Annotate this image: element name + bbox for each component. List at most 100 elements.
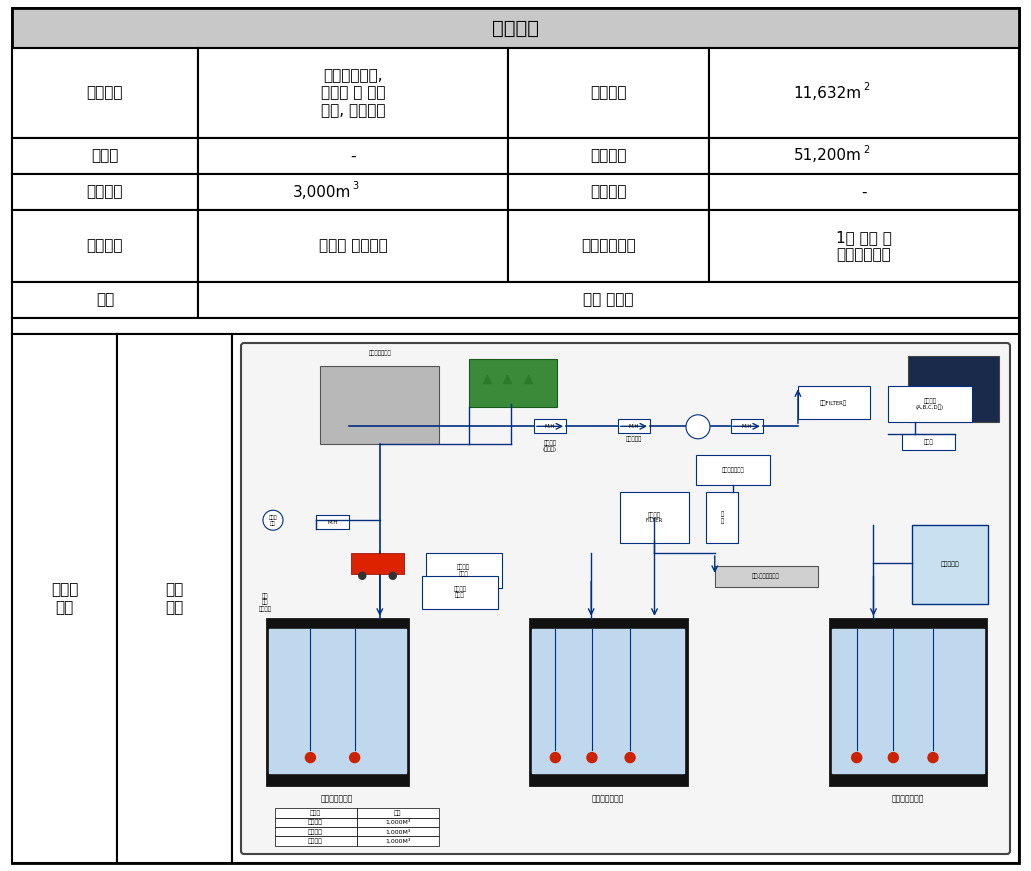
Bar bbox=[357, 836, 438, 846]
Bar bbox=[274, 827, 357, 836]
Bar bbox=[198, 138, 508, 174]
Bar bbox=[12, 48, 198, 138]
Text: 유량,수질측정장치: 유량,수질측정장치 bbox=[752, 573, 779, 579]
Text: 용량: 용량 bbox=[394, 810, 401, 815]
Bar bbox=[269, 629, 406, 773]
Bar bbox=[618, 419, 650, 434]
Text: 빗물FILTER실: 빗물FILTER실 bbox=[821, 401, 847, 406]
Bar bbox=[534, 419, 566, 434]
Text: 1,000M³: 1,000M³ bbox=[385, 829, 410, 834]
Text: -: - bbox=[351, 148, 356, 164]
Bar bbox=[422, 576, 498, 609]
Text: 3: 3 bbox=[352, 181, 358, 191]
Text: 시스템
구성: 시스템 구성 bbox=[51, 583, 78, 615]
Text: 부우관거
(단지내): 부우관거 (단지내) bbox=[543, 440, 557, 452]
Bar bbox=[12, 210, 198, 282]
Text: 51,200m: 51,200m bbox=[794, 148, 862, 164]
Bar bbox=[317, 515, 348, 530]
Text: -: - bbox=[861, 185, 867, 199]
Bar bbox=[321, 366, 438, 444]
Bar bbox=[198, 282, 1019, 318]
Text: 시우수
관거: 시우수 관거 bbox=[269, 515, 277, 525]
Text: 시설개요: 시설개요 bbox=[492, 18, 539, 37]
Text: 보급수원: 보급수원 bbox=[590, 185, 627, 199]
Text: 탁
도: 탁 도 bbox=[721, 511, 724, 523]
Bar bbox=[198, 48, 508, 138]
Text: 저장조: 저장조 bbox=[310, 810, 321, 815]
Bar bbox=[274, 836, 357, 846]
Bar bbox=[274, 808, 357, 818]
Text: 2: 2 bbox=[863, 145, 869, 155]
Text: 도시홍수저감,
화장실 및 청소
용수, 비상용수: 도시홍수저감, 화장실 및 청소 용수, 비상용수 bbox=[321, 68, 386, 118]
Text: M.H: M.H bbox=[741, 424, 752, 429]
Circle shape bbox=[852, 753, 862, 763]
Text: 비상용수저장조: 비상용수저장조 bbox=[722, 467, 744, 473]
Bar bbox=[888, 387, 972, 422]
Bar bbox=[911, 525, 988, 604]
Text: 활성탄연업시설: 활성탄연업시설 bbox=[368, 351, 391, 356]
Bar bbox=[709, 174, 1019, 210]
Text: 1,000M³: 1,000M³ bbox=[385, 820, 410, 825]
Bar bbox=[12, 318, 1019, 334]
Text: 위치: 위치 bbox=[96, 293, 114, 307]
Text: 재수
또는
옥상빗물: 재수 또는 옥상빗물 bbox=[259, 593, 272, 611]
Bar bbox=[908, 356, 999, 422]
Bar bbox=[532, 629, 685, 773]
Text: 2: 2 bbox=[863, 82, 869, 92]
Bar bbox=[117, 334, 232, 863]
Bar bbox=[232, 334, 1019, 863]
Text: 빗물처리
FILTER: 빗물처리 FILTER bbox=[645, 512, 663, 523]
Text: 초기빗물
저장조: 초기빗물 저장조 bbox=[457, 564, 470, 577]
Text: 대치빗물저장조: 대치빗물저장조 bbox=[592, 794, 624, 803]
Bar bbox=[706, 492, 738, 543]
Bar bbox=[198, 210, 508, 282]
Bar bbox=[351, 553, 404, 574]
Text: M.H: M.H bbox=[629, 424, 639, 429]
Circle shape bbox=[359, 572, 366, 579]
Bar bbox=[12, 334, 117, 863]
Bar bbox=[508, 174, 709, 210]
Bar bbox=[830, 618, 987, 786]
Text: 연면적: 연면적 bbox=[91, 148, 119, 164]
FancyBboxPatch shape bbox=[241, 343, 1010, 854]
Bar bbox=[357, 818, 438, 827]
Circle shape bbox=[625, 753, 635, 763]
Circle shape bbox=[305, 753, 315, 763]
Bar bbox=[508, 138, 709, 174]
Text: 시우즈: 시우즈 bbox=[924, 439, 933, 445]
Text: 비상용수저장조: 비상용수저장조 bbox=[321, 794, 354, 803]
Text: 금속막 처리장치: 금속막 처리장치 bbox=[319, 239, 388, 253]
Text: 1차 침전 후
초기우수처리: 1차 침전 후 초기우수처리 bbox=[836, 230, 892, 262]
Text: 주요
공정: 주요 공정 bbox=[165, 583, 184, 615]
Circle shape bbox=[686, 415, 710, 439]
Bar bbox=[469, 359, 557, 407]
Text: M.H: M.H bbox=[327, 520, 338, 524]
Text: 건축면적: 건축면적 bbox=[590, 85, 627, 100]
Bar bbox=[798, 387, 870, 419]
Circle shape bbox=[928, 753, 938, 763]
Bar bbox=[508, 210, 709, 282]
Circle shape bbox=[390, 572, 396, 579]
Text: 저류용량: 저류용량 bbox=[87, 185, 123, 199]
Bar bbox=[709, 48, 1019, 138]
Text: 옥상빗물: 옥상빗물 bbox=[308, 820, 323, 825]
Text: 이용용도: 이용용도 bbox=[87, 85, 123, 100]
Bar bbox=[267, 618, 408, 786]
Text: 초기우수대책: 초기우수대책 bbox=[581, 239, 636, 253]
Text: 비상용수: 비상용수 bbox=[308, 839, 323, 844]
Bar bbox=[426, 553, 502, 589]
Bar bbox=[902, 435, 955, 449]
Bar bbox=[357, 827, 438, 836]
Text: 집수면적: 집수면적 bbox=[590, 148, 627, 164]
Text: 옥상빗물저장조: 옥상빗물저장조 bbox=[892, 794, 924, 803]
Circle shape bbox=[551, 753, 560, 763]
Bar bbox=[12, 174, 198, 210]
Text: 대지빗물: 대지빗물 bbox=[308, 829, 323, 834]
Text: 11,632m: 11,632m bbox=[794, 85, 862, 100]
Bar bbox=[714, 565, 818, 587]
Bar bbox=[274, 818, 357, 827]
Text: 시우수관거: 시우수관거 bbox=[626, 436, 642, 442]
Text: 서울 광진구: 서울 광진구 bbox=[584, 293, 634, 307]
Text: 빗물공급조: 빗물공급조 bbox=[940, 562, 959, 568]
Bar bbox=[12, 8, 1019, 48]
